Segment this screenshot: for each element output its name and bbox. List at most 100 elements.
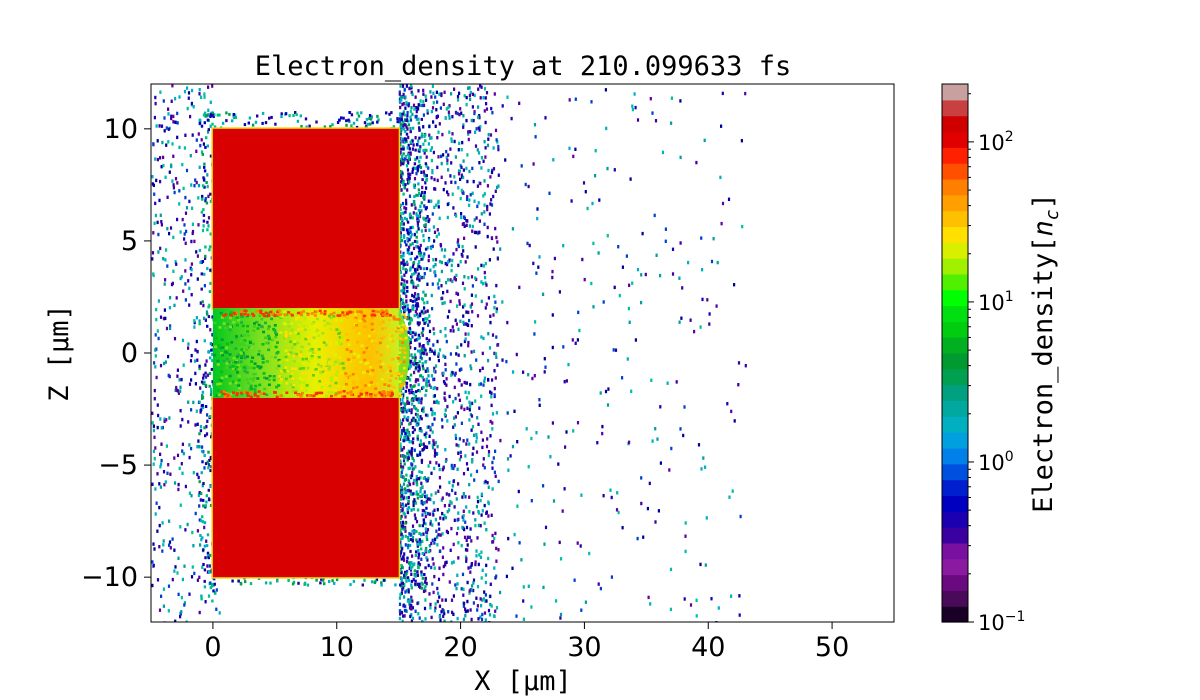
channel-point (265, 341, 269, 345)
channel-point (384, 327, 388, 330)
electron-point (436, 228, 439, 232)
electron-point (413, 177, 417, 181)
channel-point (322, 341, 326, 344)
channel-point (396, 336, 400, 340)
edge-point (202, 219, 206, 223)
electron-point (460, 406, 463, 410)
electron-point (664, 227, 667, 231)
electron-point (458, 398, 461, 402)
edge-point (211, 359, 214, 363)
edge-point (412, 416, 415, 420)
electron-point (465, 381, 468, 385)
channel-point (293, 343, 297, 346)
edge-point (408, 238, 411, 242)
electron-point (536, 207, 539, 211)
channel-point (332, 363, 336, 366)
electron-point (402, 604, 405, 608)
edge-point (400, 118, 403, 122)
electron-point (449, 329, 452, 333)
electron-point (166, 227, 169, 231)
edge-point (203, 521, 207, 525)
electron-point (152, 231, 155, 235)
wall-point (341, 311, 345, 314)
electron-point (615, 508, 619, 512)
electron-point (406, 238, 410, 242)
electron-point (684, 534, 687, 538)
electron-point (422, 378, 425, 382)
channel-point (290, 372, 294, 375)
electron-point (424, 369, 427, 373)
electron-point (191, 133, 194, 137)
electron-point (418, 211, 422, 215)
channel-point (277, 358, 281, 362)
edge-point (204, 383, 207, 387)
channel-point (310, 372, 314, 375)
electron-point (448, 394, 451, 399)
electron-point (494, 474, 497, 478)
edge-point (389, 118, 392, 122)
electron-point (532, 162, 535, 166)
channel-point (370, 381, 374, 384)
channel-point (299, 350, 303, 354)
edge-point (413, 195, 416, 199)
electron-point (153, 192, 156, 196)
wall-point (264, 311, 268, 315)
electron-point (411, 92, 414, 97)
electron-point (475, 450, 479, 454)
channel-point (392, 372, 396, 375)
electron-point (533, 123, 537, 127)
edge-point (274, 122, 277, 126)
channel-point (328, 391, 332, 394)
channel-point (358, 321, 362, 324)
electron-point (420, 209, 423, 213)
electron-point (194, 348, 197, 352)
wall-point (296, 393, 300, 396)
electron-point (409, 328, 412, 332)
wall-point (249, 395, 253, 398)
channel-point (308, 311, 312, 314)
electron-point (527, 465, 530, 469)
edge-point (211, 352, 214, 356)
wall-point (222, 314, 226, 317)
electron-point (695, 598, 698, 602)
electron-point (441, 296, 444, 300)
channel-point (235, 323, 239, 327)
electron-point (169, 546, 172, 550)
electron-point (207, 108, 210, 112)
electron-point (195, 180, 198, 185)
electron-point (518, 101, 521, 105)
electron-point (472, 581, 475, 585)
edge-point (414, 166, 417, 170)
electron-point (190, 353, 193, 358)
edge-point (254, 120, 258, 124)
edge-point (399, 569, 402, 573)
edge-point (416, 496, 420, 500)
edge-point (402, 583, 406, 586)
electron-point (466, 219, 469, 223)
edge-point (207, 305, 210, 309)
electron-point (401, 619, 404, 622)
electron-point (171, 179, 174, 183)
electron-point (657, 509, 660, 513)
electron-point (412, 503, 415, 507)
electron-point (197, 132, 200, 136)
edge-point (418, 136, 421, 140)
edge-point (424, 293, 427, 297)
edge-point (416, 217, 419, 221)
electron-point (410, 385, 413, 390)
electron-point (183, 601, 186, 605)
electron-point (468, 400, 471, 404)
electron-point (483, 179, 486, 183)
electron-point (440, 498, 443, 502)
channel-point (284, 377, 288, 381)
electron-point (411, 335, 414, 339)
channel-point (331, 391, 335, 394)
electron-point (454, 318, 457, 322)
channel-point (302, 325, 306, 328)
electron-point (181, 417, 184, 422)
electron-point (494, 128, 498, 133)
channel-point (323, 319, 327, 322)
channel-point (327, 358, 331, 361)
edge-point (403, 527, 406, 531)
electron-point (427, 379, 430, 384)
